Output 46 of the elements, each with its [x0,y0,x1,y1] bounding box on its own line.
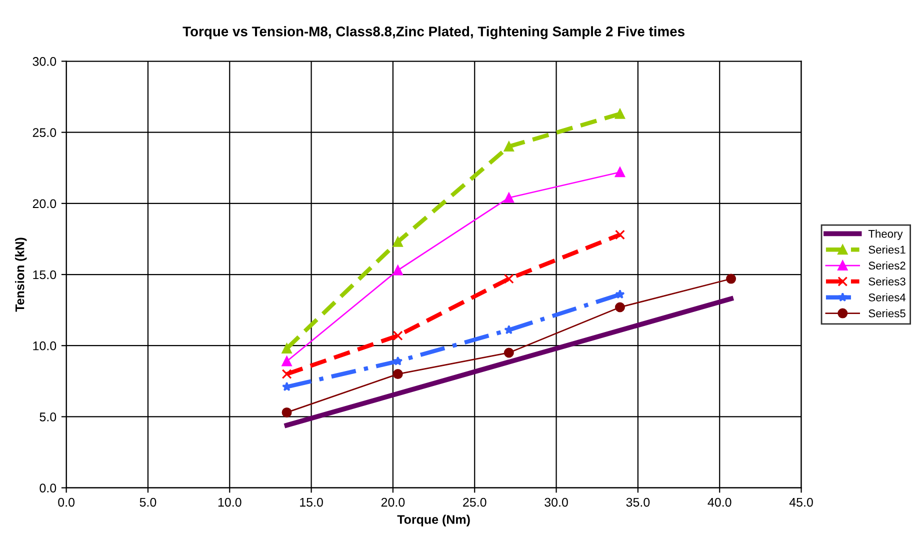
legend-label: Theory [868,230,903,240]
point [614,302,625,312]
legend-label: Series3 [868,277,906,286]
point [392,369,403,380]
point [614,167,625,178]
x-tick-label: 0.0 [58,498,75,507]
x-tick-label: 40.0 [708,498,732,507]
x-tick-label: 25.0 [463,498,486,507]
y-tick-label: 25.0 [32,128,56,137]
point [614,108,625,119]
point [614,230,625,240]
x-tick-label: 45.0 [789,498,813,507]
y-axis-title: Tension (kN) [15,238,27,312]
point [392,265,403,276]
point [393,356,403,366]
x-axis-title: Torque (Nm) [397,514,470,526]
y-tick-label: 20.0 [32,199,56,208]
x-tick-label: 5.0 [140,498,156,507]
point [504,348,514,358]
point [282,356,292,366]
point [504,274,514,284]
x-tick-label: 35.0 [626,498,650,507]
legend-label: Series1 [868,245,906,254]
point [282,343,292,354]
x-tick-label: 15.0 [300,498,323,507]
legend-label: Series4 [868,293,906,302]
y-tick-label: 10.0 [33,341,56,350]
y-tick-label: 15.0 [33,270,56,280]
point [282,407,292,418]
point [726,274,736,284]
point [615,289,625,299]
point [504,324,514,334]
chart-title: Torque vs Tension-M8, Class8.8,Zinc Plated, Tightening Sample 2 Five times [182,26,684,40]
legend-label: Series5 [868,309,906,318]
point [504,142,514,152]
point [392,330,403,341]
y-tick-label: 30.0 [32,57,56,66]
legend-label: Series2 [868,261,906,270]
point [392,236,403,247]
x-tick-label: 20.0 [381,498,405,507]
y-tick-label: 5.0 [40,412,56,422]
y-tick-label: 0.0 [40,484,56,492]
x-tick-label: 10.0 [218,498,242,507]
x-tick-label: 30.0 [544,498,568,507]
point [504,192,514,203]
point [282,369,292,380]
